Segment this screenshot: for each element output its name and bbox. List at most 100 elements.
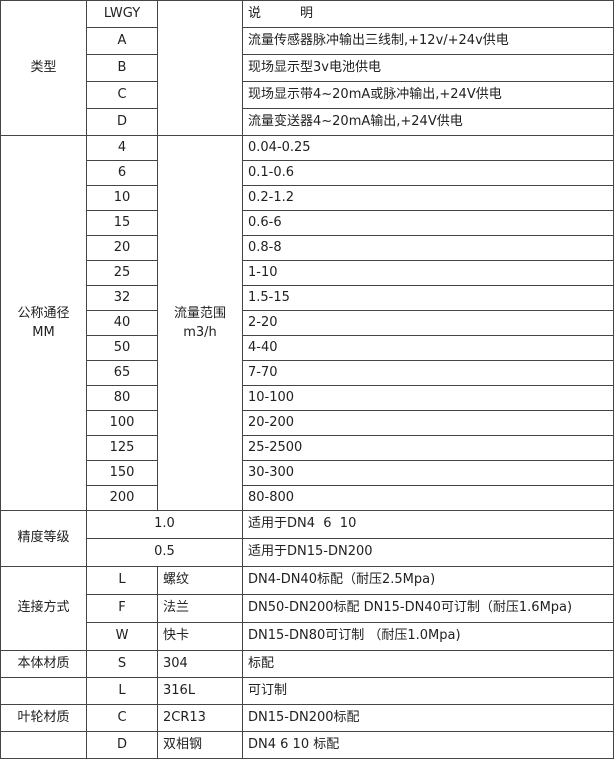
diameter-code: 65	[86, 360, 158, 386]
flow-range-value: 20-200	[242, 410, 614, 436]
type-code: D	[86, 108, 158, 136]
type-code: A	[86, 27, 158, 55]
accuracy-value: 1.0	[86, 510, 243, 539]
type-desc: 现场显示型3v电池供电	[242, 54, 614, 82]
flow-range-value: 0.2-1.2	[242, 185, 614, 211]
flow-range-value: 4-40	[242, 335, 614, 361]
diameter-code: 125	[86, 435, 158, 461]
table-row: 连接方式 L 螺纹 DN4-DN40标配（耐压2.5Mpa)	[0, 566, 614, 651]
table-row: 65 7-70	[1, 360, 614, 386]
accuracy-desc: 适用于DN15-DN200	[242, 538, 614, 567]
accuracy-value: 0.5	[86, 538, 243, 567]
diameter-code: 40	[86, 310, 158, 336]
type-desc: 流量传感器脉冲输出三线制,+12v/+24v供电	[242, 27, 614, 55]
flow-range-value: 25-2500	[242, 435, 614, 461]
connection-name: 快卡	[157, 622, 243, 651]
body-material-name: 304	[157, 650, 243, 678]
table-row: 类型 LWGY 说 明	[0, 0, 614, 136]
table-row: 15 0.6-6	[1, 210, 614, 236]
table-row: 40 2-20	[1, 310, 614, 336]
diameter-code: 20	[86, 235, 158, 261]
table-row: D 流量变送器4~20mA输出,+24V供电	[1, 108, 614, 136]
connection-name: 螺纹	[157, 566, 243, 595]
diameter-code: 6	[86, 160, 158, 186]
flow-range-value: 1.5-15	[242, 285, 614, 311]
flow-range-label-line1: 流量范围	[173, 305, 226, 321]
table-row: 10 0.2-1.2	[1, 185, 614, 211]
connection-code: F	[86, 594, 158, 623]
impeller-material-name: 双相钢	[157, 731, 243, 759]
table-row: D 双相钢 DN4 6 10 标配	[0, 731, 614, 759]
diameter-code: 4	[86, 135, 158, 161]
flow-range-value: 0.04-0.25	[242, 135, 614, 161]
flow-range-value: 0.6-6	[242, 210, 614, 236]
diameter-code: 25	[86, 260, 158, 286]
table-row: 精度等级 1.0 适用于DN4 6 10	[0, 510, 614, 567]
flow-range-value: 0.8-8	[242, 235, 614, 261]
impeller-material-desc: DN15-DN200标配	[242, 704, 614, 732]
body-material-desc: 标配	[242, 650, 614, 678]
table-row: 150 30-300	[1, 460, 614, 486]
table-row: 50 4-40	[1, 335, 614, 361]
nominal-diameter-label-line2: MM	[32, 325, 55, 340]
diameter-code: 150	[86, 460, 158, 486]
table-row: L 316L 可订制	[0, 677, 614, 705]
table-row: C 现场显示带4~20mA或脉冲输出,+24V供电	[1, 81, 614, 109]
diameter-code: 100	[86, 410, 158, 436]
impeller-material-desc: DN4 6 10 标配	[242, 731, 614, 759]
body-material-empty-label	[0, 677, 87, 705]
type-code: C	[86, 81, 158, 109]
connection-desc: DN50-DN200标配 DN15-DN40可订制（耐压1.6Mpa)	[242, 594, 614, 623]
connection-code: W	[86, 622, 158, 651]
section-label-impeller-material: 叶轮材质	[0, 704, 87, 732]
diameter-code: 200	[86, 485, 158, 511]
diameter-code: 80	[86, 385, 158, 411]
flow-range-label-line2: m3/h	[183, 325, 217, 340]
flow-range-value: 80-800	[242, 485, 614, 511]
table-row: 本体材质 S 304 标配	[0, 650, 614, 678]
body-material-name: 316L	[157, 677, 243, 705]
type-code: B	[86, 54, 158, 82]
nominal-diameter-label-line1: 公称通径	[17, 305, 70, 321]
section-label-connection: 连接方式	[0, 566, 87, 651]
flow-range-value: 1-10	[242, 260, 614, 286]
connection-code: L	[86, 566, 158, 595]
impeller-material-code: C	[86, 704, 158, 732]
diameter-code: 10	[86, 185, 158, 211]
body-material-desc: 可订制	[242, 677, 614, 705]
table-row: 100 20-200	[1, 410, 614, 436]
table-row: 125 25-2500	[1, 435, 614, 461]
section-label-body-material: 本体材质	[0, 650, 87, 678]
table-row: 20 0.8-8	[1, 235, 614, 261]
table-row: B 现场显示型3v电池供电	[1, 54, 614, 82]
table-row: 200 80-800	[1, 485, 614, 511]
flow-range-value: 7-70	[242, 360, 614, 386]
flow-range-value: 30-300	[242, 460, 614, 486]
flow-range-label-cell: 流量范围 m3/h	[157, 135, 243, 511]
table-row: F 法兰 DN50-DN200标配 DN15-DN40可订制（耐压1.6Mpa)	[1, 594, 614, 623]
header-description-title: 说 明	[242, 0, 614, 28]
table-row: 25 1-10	[1, 260, 614, 286]
type-desc: 现场显示带4~20mA或脉冲输出,+24V供电	[242, 81, 614, 109]
connection-desc: DN15-DN80可订制 （耐压1.0Mpa)	[242, 622, 614, 651]
flow-range-value: 0.1-0.6	[242, 160, 614, 186]
diameter-code: 32	[86, 285, 158, 311]
impeller-material-empty-label	[0, 731, 87, 759]
header-model-code: LWGY	[86, 0, 158, 28]
impeller-material-name: 2CR13	[157, 704, 243, 732]
flow-range-value: 10-100	[242, 385, 614, 411]
flow-range-value: 2-20	[242, 310, 614, 336]
body-material-code: L	[86, 677, 158, 705]
section-label-nominal-diameter: 公称通径 MM	[0, 135, 87, 511]
table-row: 0.5 适用于DN15-DN200	[1, 538, 614, 567]
impeller-material-code: D	[86, 731, 158, 759]
connection-name: 法兰	[157, 594, 243, 623]
table-row: 32 1.5-15	[1, 285, 614, 311]
table-row: 6 0.1-0.6	[1, 160, 614, 186]
diameter-code: 15	[86, 210, 158, 236]
table-row: 公称通径 MM 4 流量范围 m3/h 0.04-0.25	[0, 135, 614, 511]
connection-desc: DN4-DN40标配（耐压2.5Mpa)	[242, 566, 614, 595]
accuracy-desc: 适用于DN4 6 10	[242, 510, 614, 539]
table-row: 叶轮材质 C 2CR13 DN15-DN200标配	[0, 704, 614, 732]
